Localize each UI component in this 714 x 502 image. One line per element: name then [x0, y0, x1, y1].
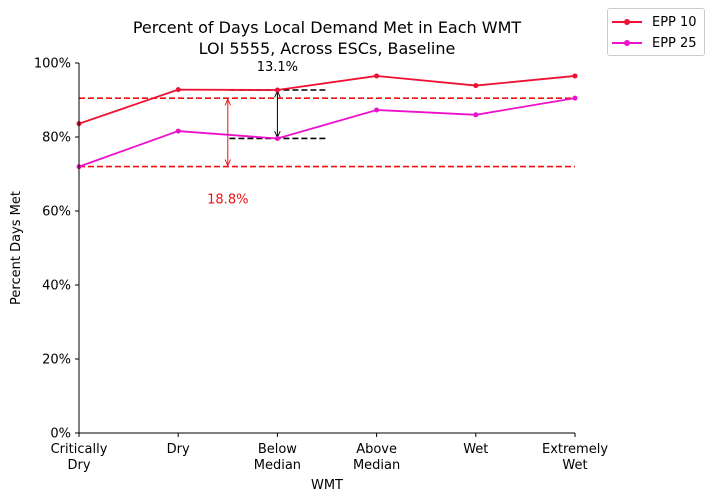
- x-tick-label-4: Wet: [463, 442, 488, 457]
- data-point-epp10-1: [175, 87, 181, 93]
- legend-item-epp25: EPP 25: [612, 33, 697, 53]
- annotation-label-18-8: 18.8%: [207, 193, 248, 208]
- annotation-label-13-1: 13.1%: [257, 60, 298, 75]
- y-tick-label-5: 100%: [34, 57, 71, 72]
- chart-title: Percent of Days Local Demand Met in Each…: [133, 18, 522, 37]
- x-tick-label-0: Critically Dry: [51, 442, 108, 473]
- legend-label-epp10: EPP 10: [652, 14, 697, 30]
- y-tick-label-4: 80%: [42, 131, 71, 146]
- legend-label-epp25: EPP 25: [652, 35, 697, 51]
- legend-swatch-epp10: [612, 19, 642, 25]
- chart-subtitle: LOI 5555, Across ESCs, Baseline: [199, 39, 456, 58]
- plot-area: 13.1% 18.8% 0% 20% 40% 60% 80% 100% Critically Dr…: [34, 57, 608, 474]
- x-tick-label-5: Extremely Wet: [542, 442, 608, 473]
- y-tick-label-0: 0%: [50, 427, 71, 442]
- x-tick-label-1: Dry: [167, 442, 190, 457]
- legend-item-epp10: EPP 10: [612, 12, 697, 32]
- data-point-epp25-3: [374, 107, 380, 113]
- series-line-epp10: [78, 75, 576, 125]
- x-axis-label: WMT: [311, 478, 343, 493]
- y-axis-label: Percent Days Met: [9, 191, 24, 305]
- data-point-epp25-4: [473, 112, 479, 118]
- y-tick-label-1: 20%: [42, 353, 71, 368]
- data-point-epp25-2: [274, 135, 280, 141]
- data-point-epp10-3: [374, 73, 380, 79]
- data-point-epp25-5: [572, 95, 578, 101]
- data-point-epp10-2: [274, 87, 280, 93]
- legend-swatch-epp25: [612, 40, 642, 46]
- data-point-epp10-5: [572, 73, 578, 79]
- data-point-epp25-1: [175, 128, 181, 134]
- y-tick-label-2: 40%: [42, 279, 71, 294]
- y-tick-label-3: 60%: [42, 205, 71, 220]
- legend: EPP 10 EPP 25: [607, 8, 705, 56]
- data-point-epp10-4: [473, 83, 479, 89]
- x-tick-label-2: Below Median: [254, 442, 301, 473]
- x-tick-label-3: Above Median: [353, 442, 400, 473]
- series-line-epp25: [78, 97, 576, 168]
